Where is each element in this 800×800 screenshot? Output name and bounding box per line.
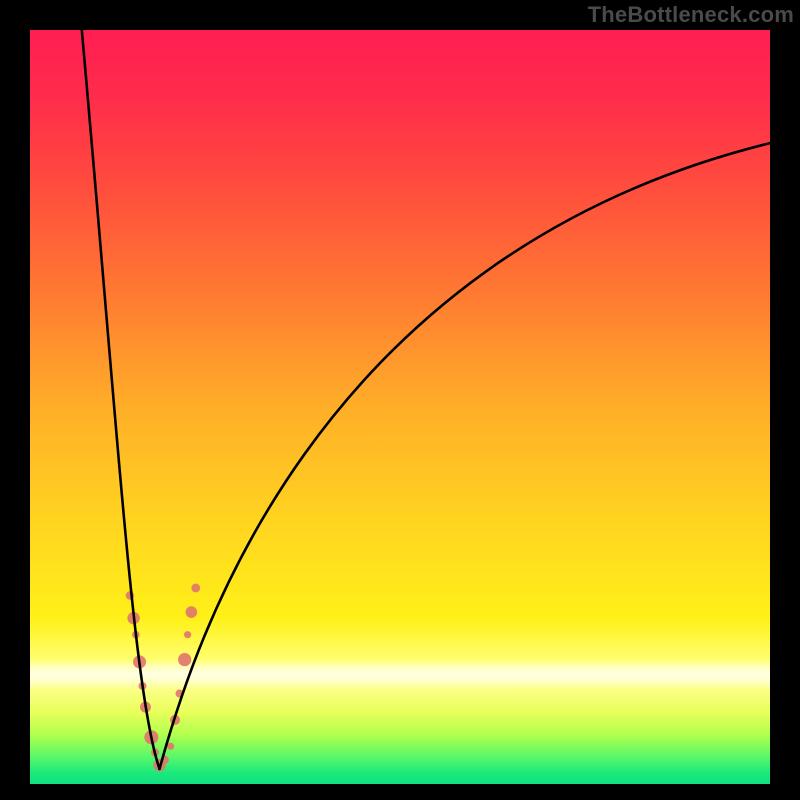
- marker-right-0: [167, 743, 174, 750]
- marker-right-5: [186, 606, 198, 618]
- bottleneck-chart: TheBottleneck.com: [0, 0, 800, 800]
- chart-svg: [0, 0, 800, 800]
- marker-right-6: [191, 584, 200, 593]
- marker-right-4: [184, 631, 191, 638]
- attribution-label: TheBottleneck.com: [588, 2, 794, 28]
- marker-right-3: [178, 653, 191, 666]
